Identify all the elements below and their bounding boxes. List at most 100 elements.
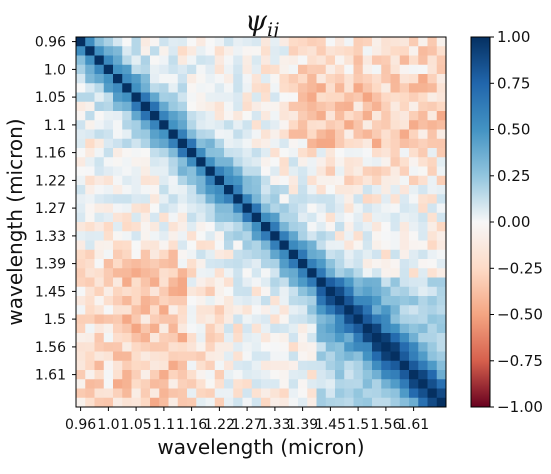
- heatmap-cell: [335, 185, 345, 195]
- heatmap-cell: [103, 342, 114, 352]
- heatmap-cell: [362, 64, 373, 75]
- heatmap-cell: [85, 296, 95, 306]
- heatmap-cell: [279, 46, 290, 56]
- heatmap-cell: [251, 397, 262, 408]
- heatmap-cell: [372, 138, 382, 149]
- heatmap-cell: [409, 360, 419, 371]
- heatmap-cell: [150, 259, 160, 269]
- heatmap-cell: [344, 397, 354, 408]
- heatmap-cell: [325, 333, 336, 343]
- heatmap-cell: [390, 342, 401, 352]
- heatmap-cell: [307, 138, 317, 149]
- heatmap-cell: [381, 92, 391, 103]
- heatmap-cell: [233, 166, 243, 177]
- heatmap-cell: [224, 351, 234, 362]
- heatmap-cell: [242, 157, 253, 167]
- heatmap-cell: [131, 249, 142, 260]
- heatmap-cell: [298, 157, 308, 167]
- heatmap-cell: [418, 314, 428, 325]
- heatmap-cell: [233, 185, 243, 195]
- heatmap-cell: [150, 129, 160, 140]
- heatmap-cell: [233, 342, 243, 352]
- heatmap-cell: [307, 83, 317, 93]
- heatmap-cell: [353, 231, 364, 241]
- heatmap-cell: [270, 259, 280, 269]
- heatmap-cell: [205, 212, 216, 223]
- x-tick-label: 1.45: [315, 417, 346, 433]
- heatmap-cell: [316, 74, 327, 84]
- heatmap-cell: [409, 129, 419, 140]
- heatmap-cell: [168, 323, 179, 334]
- heatmap-cell: [372, 37, 382, 47]
- heatmap-cell: [288, 259, 299, 269]
- heatmap-cell: [187, 194, 197, 204]
- heatmap-cell: [436, 333, 447, 343]
- heatmap-cell: [390, 212, 401, 223]
- heatmap-cell: [177, 351, 188, 362]
- heatmap-cell: [233, 259, 243, 269]
- heatmap-cell: [298, 138, 308, 149]
- heatmap-cell: [168, 268, 179, 278]
- heatmap-cell: [122, 259, 132, 269]
- heatmap-cell: [270, 46, 280, 56]
- heatmap-cell: [94, 342, 105, 352]
- heatmap-cell: [279, 203, 290, 214]
- heatmap-cell: [316, 129, 327, 140]
- heatmap-cell: [335, 74, 345, 84]
- heatmap-cell: [233, 138, 243, 149]
- heatmap-cell: [187, 296, 197, 306]
- heatmap-cell: [288, 268, 299, 278]
- heatmap-cell: [168, 138, 179, 149]
- heatmap-cell: [325, 212, 336, 223]
- heatmap-cell: [390, 129, 401, 140]
- heatmap-cell: [205, 296, 216, 306]
- heatmap-cell: [381, 74, 391, 84]
- heatmap-cell: [316, 120, 327, 130]
- heatmap-cell: [418, 175, 428, 186]
- heatmap-cell: [251, 64, 262, 75]
- heatmap-cell: [122, 74, 132, 84]
- heatmap-cell: [335, 231, 345, 241]
- heatmap-cell: [436, 249, 447, 260]
- y-tick-label: 1.27: [35, 201, 66, 217]
- heatmap-cell: [372, 259, 382, 269]
- heatmap-cell: [427, 397, 438, 408]
- heatmap-cell: [279, 249, 290, 260]
- heatmap-cell: [113, 74, 123, 84]
- heatmap-cell: [196, 397, 206, 408]
- heatmap-cell: [261, 231, 271, 241]
- heatmap-cell: [85, 360, 95, 371]
- heatmap-cell: [362, 166, 373, 177]
- heatmap-cell: [168, 37, 179, 47]
- heatmap-cell: [242, 286, 253, 297]
- heatmap-cell: [362, 397, 373, 408]
- heatmap-cell: [85, 120, 95, 130]
- heatmap-cell: [224, 333, 234, 343]
- heatmap-cell: [103, 360, 114, 371]
- heatmap-cell: [150, 74, 160, 84]
- heatmap-cell: [427, 148, 438, 158]
- heatmap-cell: [242, 268, 253, 278]
- heatmap-cell: [85, 185, 95, 195]
- heatmap-cell: [187, 120, 197, 130]
- heatmap-cell: [409, 277, 419, 288]
- heatmap-cell: [177, 342, 188, 352]
- x-tick-label: 1.05: [121, 417, 152, 433]
- heatmap-cell: [94, 64, 105, 75]
- heatmap-cell: [298, 259, 308, 269]
- heatmap-cell: [279, 231, 290, 241]
- heatmap-cell: [418, 120, 428, 130]
- heatmap-cell: [325, 148, 336, 158]
- heatmap-cell: [177, 46, 188, 56]
- heatmap-cell: [168, 64, 179, 75]
- heatmap-cell: [205, 388, 216, 399]
- heatmap-cell: [316, 175, 327, 186]
- heatmap-cell: [131, 46, 142, 56]
- heatmap-cell: [131, 296, 142, 306]
- heatmap-cell: [399, 129, 410, 140]
- heatmap-cell: [307, 351, 317, 362]
- heatmap-cell: [344, 185, 354, 195]
- heatmap-cell: [94, 333, 105, 343]
- heatmap-cell: [205, 222, 216, 232]
- colorbar-tick-label: 1.00: [497, 28, 530, 46]
